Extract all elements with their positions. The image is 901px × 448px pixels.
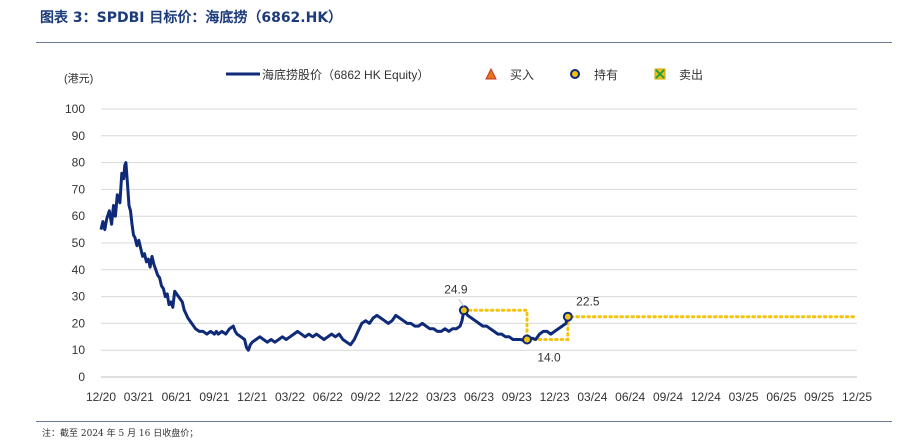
hold-marker xyxy=(522,334,533,345)
x-tick-label: 03/25 xyxy=(729,390,759,404)
x-tick-label: 06/21 xyxy=(162,390,192,404)
x-tick-label: 12/25 xyxy=(842,390,872,404)
title-divider xyxy=(36,42,892,43)
gridlines xyxy=(101,108,857,351)
marker-value-label: 22.5 xyxy=(576,295,600,309)
x-tick-label: 09/22 xyxy=(351,390,381,404)
legend-label: 卖出 xyxy=(679,68,703,82)
hold-marker xyxy=(562,311,573,322)
x-tick-label: 12/22 xyxy=(388,390,418,404)
y-tick-label: 70 xyxy=(72,182,86,196)
marker-value-labels: 24.9 14.0 22.5 xyxy=(444,282,600,364)
y-tick-labels: 0 10 20 30 40 50 60 70 80 90 100 xyxy=(65,102,85,384)
x-tick-label: 03/23 xyxy=(426,390,456,404)
y-tick-label: 10 xyxy=(72,343,86,357)
label-leader-line xyxy=(458,298,465,307)
target-price-series xyxy=(462,308,859,341)
y-tick-label: 20 xyxy=(72,316,86,330)
legend-label: 海底捞股价（6862 HK Equity） xyxy=(262,67,429,82)
marker-value-label: 24.9 xyxy=(444,282,468,296)
x-tick-label: 12/23 xyxy=(540,390,570,404)
figure-title: 图表 3：SPDBI 目标价：海底捞（6862.HK） xyxy=(40,10,343,26)
x-tick-label: 09/21 xyxy=(199,390,229,404)
x-tick-labels: 12/20 03/21 06/21 09/21 12/21 03/22 06/22 09/22… xyxy=(86,390,872,404)
x-tick-label: 06/22 xyxy=(313,390,343,404)
price-chart: 0 10 20 30 40 50 60 70 80 90 100 12/20 03/21 06/21 09… xyxy=(64,67,872,404)
x-tick-label: 09/25 xyxy=(804,390,834,404)
circle-icon xyxy=(570,69,580,79)
y-tick-label: 60 xyxy=(72,209,86,223)
x-tick-label: 03/24 xyxy=(577,390,607,404)
footnote-divider xyxy=(36,421,892,422)
hold-marker xyxy=(458,305,469,316)
triangle-icon xyxy=(485,67,497,80)
x-tick-label: 06/24 xyxy=(615,390,645,404)
legend-label: 买入 xyxy=(510,68,534,82)
rating-markers xyxy=(458,305,573,345)
marker-value-label: 14.0 xyxy=(537,350,561,364)
y-tick-label: 0 xyxy=(78,370,85,384)
legend: 海底捞股价（6862 HK Equity） 买入 持有 卖出 xyxy=(226,67,703,82)
x-tick-label: 09/24 xyxy=(653,390,683,404)
y-axis-label: (港元) xyxy=(64,72,93,85)
x-tick-label: 03/22 xyxy=(275,390,305,404)
footnote: 注：截至 2024 年 5 月 16 日收盘价； xyxy=(42,429,199,439)
y-tick-label: 30 xyxy=(72,290,86,304)
price-series xyxy=(99,161,570,352)
legend-label: 持有 xyxy=(594,67,618,82)
y-tick-label: 40 xyxy=(72,263,86,277)
x-tick-label: 09/23 xyxy=(502,390,532,404)
target-price-line xyxy=(462,308,859,341)
x-tick-label: 03/21 xyxy=(124,390,154,404)
x-tick-label: 12/21 xyxy=(237,390,267,404)
y-tick-label: 80 xyxy=(72,156,86,170)
y-tick-label: 100 xyxy=(65,102,85,116)
price-line xyxy=(99,161,570,352)
x-tick-label: 12/24 xyxy=(691,390,721,404)
x-mark xyxy=(655,69,665,79)
y-tick-label: 50 xyxy=(72,236,86,250)
x-tick-label: 06/23 xyxy=(464,390,494,404)
y-tick-label: 90 xyxy=(72,129,86,143)
x-tick-label: 06/25 xyxy=(766,390,796,404)
x-tick-label: 12/20 xyxy=(86,390,116,404)
